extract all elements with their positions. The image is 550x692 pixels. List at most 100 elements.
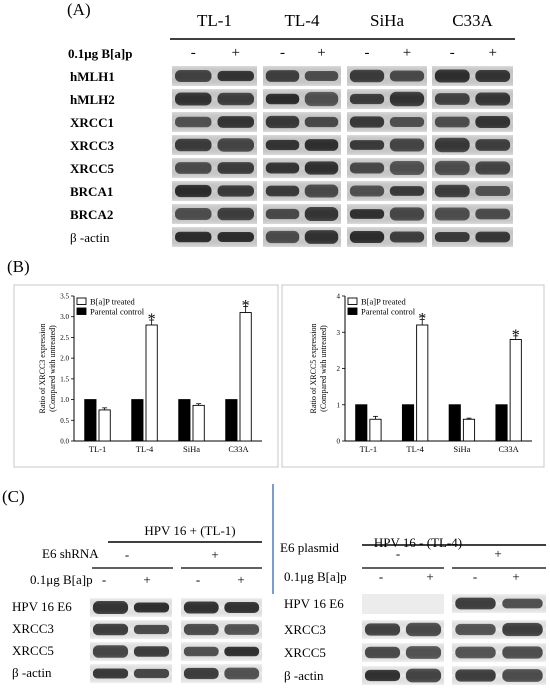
- right-cond1-sign-plus: +: [494, 546, 501, 561]
- right-blot-xrcc3-a: [362, 620, 444, 639]
- y-tick-label: 0: [337, 438, 341, 446]
- panel-b: (B) 0.0 0.5 1.0 1.5 2.0 2.5 3.0 3.5 TL-1 TL-4 * SiH…: [7, 257, 545, 468]
- chart-frame-xrcc3: [13, 284, 279, 468]
- blot-xrcc3-1: [263, 135, 341, 155]
- right-cond1-label: E6 plasmid: [280, 540, 339, 555]
- right-row-label-xrcc3: XRCC3: [284, 622, 326, 637]
- right-title: HPV 16 - (TL-4): [374, 535, 462, 550]
- blot-sheen: [362, 643, 444, 662]
- left-row-label-hpv-16-e6: HPV 16 E6: [12, 599, 72, 614]
- treatment-signs: - + - + - + - +: [191, 45, 497, 61]
- y-axis-title: Ratio of XRCC5 expression(Compared with …: [309, 324, 328, 414]
- y-tick-label: 4: [337, 293, 341, 301]
- blot-hmlh1-2: [347, 66, 427, 86]
- blot-sheen: [347, 135, 427, 155]
- left-cond2-sign-1: +: [143, 572, 150, 587]
- blot-sheen: [263, 227, 341, 247]
- blot-sheen: [263, 158, 341, 178]
- blot-sheen: [90, 620, 172, 639]
- left-blot-xrcc5-a: [90, 642, 172, 661]
- bar-b-a-p-treated-siha: [192, 404, 205, 442]
- bar-parental-control-c33a: [495, 404, 508, 442]
- chart-frame-xrcc5: [281, 284, 545, 468]
- western-blots-c: [90, 594, 546, 685]
- left-blot-xrcc3-a: [90, 620, 172, 639]
- blot-sheen: [347, 158, 427, 178]
- left-blot-actin-a: [90, 664, 172, 683]
- blot-sheen: [263, 204, 341, 224]
- blot-sheen: [347, 112, 427, 132]
- left-row-label-xrcc5: XRCC5: [12, 643, 54, 658]
- y-tick-label: 0.5: [60, 417, 69, 425]
- blot-xrcc5-3: [432, 158, 513, 178]
- sign-5: +: [403, 45, 411, 61]
- bar-b-a-p-treated-tl-4: [145, 324, 158, 442]
- blot-xrcc1-0: [172, 112, 257, 132]
- panel-c: (C) HPV 16 + (TL-1) E6 shRNA 0.1μg B[a]p…: [2, 484, 546, 685]
- y-axis-title-line: Ratio of XRCC5 expression: [309, 324, 318, 414]
- blot-sheen: [172, 158, 257, 178]
- y-axis-title-line: (Compared with untreated): [48, 325, 57, 412]
- blot-hmlh2-1: [263, 89, 341, 109]
- blot-sheen: [90, 664, 172, 683]
- legend-swatch-b-a-p-treated: [76, 297, 87, 305]
- blot-xrcc3-0: [172, 135, 257, 155]
- right-blot-actin-b: [452, 666, 546, 685]
- sign-7: +: [489, 45, 497, 61]
- bar-parental-control-tl-4: [401, 404, 415, 442]
- bar-b-a-p-treated-tl-4: [416, 324, 429, 442]
- blot-actin-0: [172, 227, 257, 247]
- right-cond1-sign-minus: -: [396, 546, 400, 561]
- blot-hmlh2-0: [172, 89, 257, 109]
- left-blot-hpv-16-e6-b: [181, 598, 262, 617]
- blot-sheen: [432, 112, 513, 132]
- blot-sheen: [432, 181, 513, 201]
- right-row-label-xrcc5: XRCC5: [284, 645, 326, 660]
- blot-actin-2: [347, 227, 427, 247]
- left-blot-actin-b: [181, 664, 262, 683]
- panel-a-label: (A): [67, 0, 91, 19]
- bar-parental-control-tl-4: [131, 399, 144, 442]
- blot-sheen: [181, 642, 262, 661]
- blot-sheen: [172, 112, 257, 132]
- bar-b-a-p-treated-tl-1: [98, 409, 111, 442]
- blot-sheen: [181, 664, 262, 683]
- left-cond1-sign-minus: -: [125, 547, 129, 562]
- bar-b-a-p-treated-siha: [462, 418, 476, 442]
- blot-sheen: [172, 181, 257, 201]
- legend-label-parental-control: Parental control: [361, 307, 416, 317]
- legend-label-b-a-p-treated: B[a]P treated: [361, 297, 407, 307]
- legend-swatch-b-a-p-treated: [347, 297, 358, 305]
- cell-line-tl-4: TL-4: [285, 11, 320, 30]
- category-label-c33a: C33A: [498, 444, 519, 454]
- blot-sheen: [347, 89, 427, 109]
- left-title: HPV 16 + (TL-1): [144, 523, 235, 538]
- bar-parental-control-siha: [448, 404, 461, 442]
- blot-xrcc3-2: [347, 135, 427, 155]
- bar-parental-control-c33a: [225, 399, 238, 442]
- category-label-tl-1: TL-1: [89, 444, 106, 454]
- y-tick-label: 3: [337, 329, 341, 337]
- row-label-xrcc1: XRCC1: [70, 115, 114, 130]
- cell-line-tl-1: TL-1: [197, 11, 232, 30]
- sign-6: -: [450, 45, 455, 61]
- y-tick-label: 1: [337, 401, 341, 409]
- right-cond2-label: 0.1μg B[a]p: [284, 569, 347, 584]
- left-blot-hpv-16-e6-a: [90, 598, 172, 617]
- legend-label-b-a-p-treated: B[a]P treated: [90, 297, 136, 307]
- blot-hmlh1-3: [432, 66, 513, 86]
- blot-sheen: [172, 66, 257, 86]
- panel-a: (A) 0.1μg B[a]p TL-1 TL-4 SiHa C33A - + - + - + -…: [67, 0, 515, 247]
- blot-brca2-3: [432, 204, 513, 224]
- blot-sheen: [90, 598, 172, 617]
- blot-xrcc1-2: [347, 112, 427, 132]
- y-tick-label: 2.5: [60, 334, 69, 342]
- blot-sheen: [347, 66, 427, 86]
- blot-xrcc5-2: [347, 158, 427, 178]
- y-tick-label: 1.0: [60, 396, 69, 404]
- blot-actin-3: [432, 227, 513, 247]
- blot-hmlh2-2: [347, 89, 427, 109]
- left-cond2-label: 0.1μg B[a]p: [30, 572, 93, 587]
- blot-sheen: [172, 135, 257, 155]
